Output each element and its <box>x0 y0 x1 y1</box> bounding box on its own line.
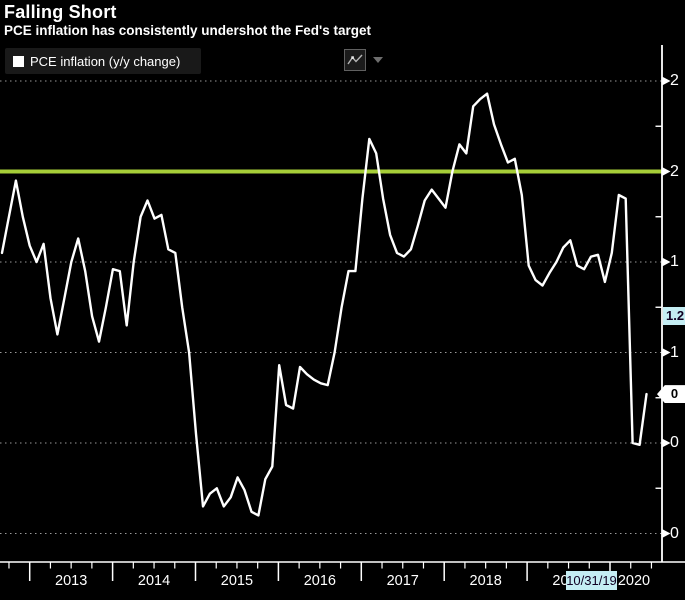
chart-type-button[interactable] <box>344 49 366 71</box>
y-axis-label: 2 <box>670 162 679 180</box>
x-axis-label: 2013 <box>55 573 88 589</box>
y-axis-label: 0 <box>670 434 679 451</box>
x-axis-label: 2020 <box>617 573 651 589</box>
x-axis-label: 2014 <box>137 573 171 589</box>
line-chart-icon <box>347 54 363 65</box>
y-axis-label: 2 <box>670 72 679 89</box>
page-title: Falling Short <box>4 2 117 22</box>
y-axis-label: 1 <box>670 253 679 270</box>
y-axis-label: 0 <box>670 524 679 542</box>
cursor-value-badge: 1.2 <box>663 307 685 326</box>
y-axis-label: 1 <box>670 343 679 361</box>
cursor-date-badge: 10/31/19 <box>566 571 617 590</box>
x-axis-label: 2016 <box>303 573 336 589</box>
legend-label: PCE inflation (y/y change) <box>30 53 181 69</box>
legend[interactable]: PCE inflation (y/y change) <box>5 48 201 74</box>
x-axis-label: 2017 <box>386 573 419 589</box>
page-subtitle: PCE inflation has consistently undershot… <box>4 23 372 38</box>
x-axis-label: 2018 <box>469 573 502 589</box>
last-value-badge: 0 <box>657 385 685 404</box>
legend-swatch-icon <box>13 55 24 67</box>
x-axis-label: 2015 <box>220 573 254 589</box>
